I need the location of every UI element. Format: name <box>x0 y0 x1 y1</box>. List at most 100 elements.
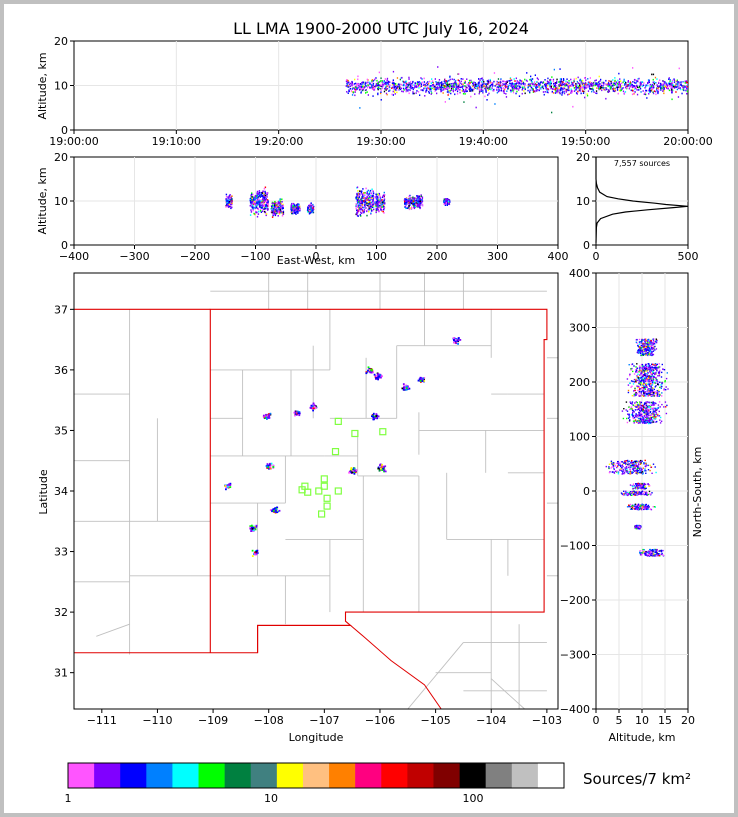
source-point <box>460 83 463 85</box>
source-point <box>379 80 382 82</box>
source-point <box>585 84 587 86</box>
source-point <box>392 94 394 96</box>
source-point <box>627 81 629 83</box>
source-point <box>255 205 257 208</box>
source-point <box>621 82 623 85</box>
source-point <box>351 82 353 85</box>
source-point <box>272 211 275 213</box>
source-point <box>658 366 661 368</box>
source-point <box>274 507 276 510</box>
source-point <box>409 207 412 209</box>
source-point <box>353 471 356 473</box>
source-point <box>228 196 230 198</box>
source-point <box>640 376 642 379</box>
source-point <box>420 83 423 85</box>
source-point <box>361 204 364 206</box>
source-point <box>366 192 368 195</box>
source-point <box>410 197 413 200</box>
source-point <box>488 81 491 84</box>
source-point <box>653 343 656 345</box>
source-point <box>358 84 360 87</box>
source-point <box>653 349 656 351</box>
source-point <box>394 85 397 88</box>
source-point <box>578 85 580 88</box>
source-point <box>278 201 280 204</box>
source-point <box>687 86 688 88</box>
source-point <box>405 203 407 205</box>
source-point <box>428 87 431 90</box>
source-point <box>257 213 260 215</box>
source-point <box>647 349 649 351</box>
source-point <box>295 204 298 206</box>
source-point <box>644 91 646 94</box>
east-west-x-tick-label: −200 <box>180 250 210 263</box>
source-point <box>496 80 499 83</box>
source-point <box>663 87 665 89</box>
source-point <box>631 395 634 397</box>
source-point <box>645 346 648 348</box>
source-point <box>452 82 454 85</box>
source-point <box>437 81 439 84</box>
source-point <box>294 411 297 414</box>
source-point <box>641 367 643 369</box>
source-point <box>293 411 296 414</box>
source-point <box>455 79 457 82</box>
plan-view-y-tick-label: 35 <box>54 424 68 437</box>
source-point <box>637 80 639 83</box>
source-point <box>421 199 423 201</box>
source-point <box>309 206 312 209</box>
source-point <box>665 377 668 380</box>
source-point <box>633 378 636 381</box>
source-point <box>366 195 368 198</box>
source-point <box>280 211 282 214</box>
source-point <box>636 89 638 91</box>
source-point <box>639 352 642 355</box>
source-point <box>583 90 585 93</box>
source-point <box>431 81 434 83</box>
source-point <box>365 82 367 84</box>
source-point <box>649 91 651 93</box>
source-point <box>646 343 648 345</box>
source-point <box>648 349 651 351</box>
source-point <box>372 192 375 195</box>
source-point <box>413 206 415 208</box>
source-point <box>646 340 648 342</box>
source-point <box>618 89 621 92</box>
source-point <box>487 89 489 92</box>
source-point <box>377 373 379 376</box>
source-point <box>588 86 591 88</box>
source-point <box>309 210 311 213</box>
source-point <box>650 366 652 368</box>
source-point <box>365 89 367 91</box>
source-point <box>252 209 254 212</box>
source-point <box>271 205 274 208</box>
source-point <box>353 87 356 90</box>
source-point <box>648 394 651 396</box>
source-point <box>393 82 396 85</box>
source-point <box>643 82 645 84</box>
source-point <box>380 92 382 95</box>
source-point <box>404 198 406 200</box>
time-height-x-ticks: 19:00:00 19:10:00 19:20:00 19:30:00 19:40:00… <box>49 130 713 148</box>
source-point <box>536 81 538 83</box>
source-point <box>660 387 662 389</box>
source-point <box>470 95 472 98</box>
source-point <box>263 210 266 213</box>
source-point <box>480 88 483 91</box>
source-point <box>416 195 418 197</box>
source-point <box>586 86 588 89</box>
source-point <box>632 380 634 383</box>
source-point <box>256 202 258 204</box>
source-point <box>438 86 441 88</box>
source-point <box>642 375 644 377</box>
source-point <box>259 203 261 205</box>
source-point <box>547 91 549 94</box>
source-point <box>254 201 256 203</box>
source-point <box>488 92 490 95</box>
source-point <box>276 210 279 213</box>
source-point <box>377 86 380 89</box>
source-point <box>296 206 299 208</box>
source-point <box>647 372 649 374</box>
source-point <box>368 210 370 213</box>
source-point <box>512 88 514 91</box>
